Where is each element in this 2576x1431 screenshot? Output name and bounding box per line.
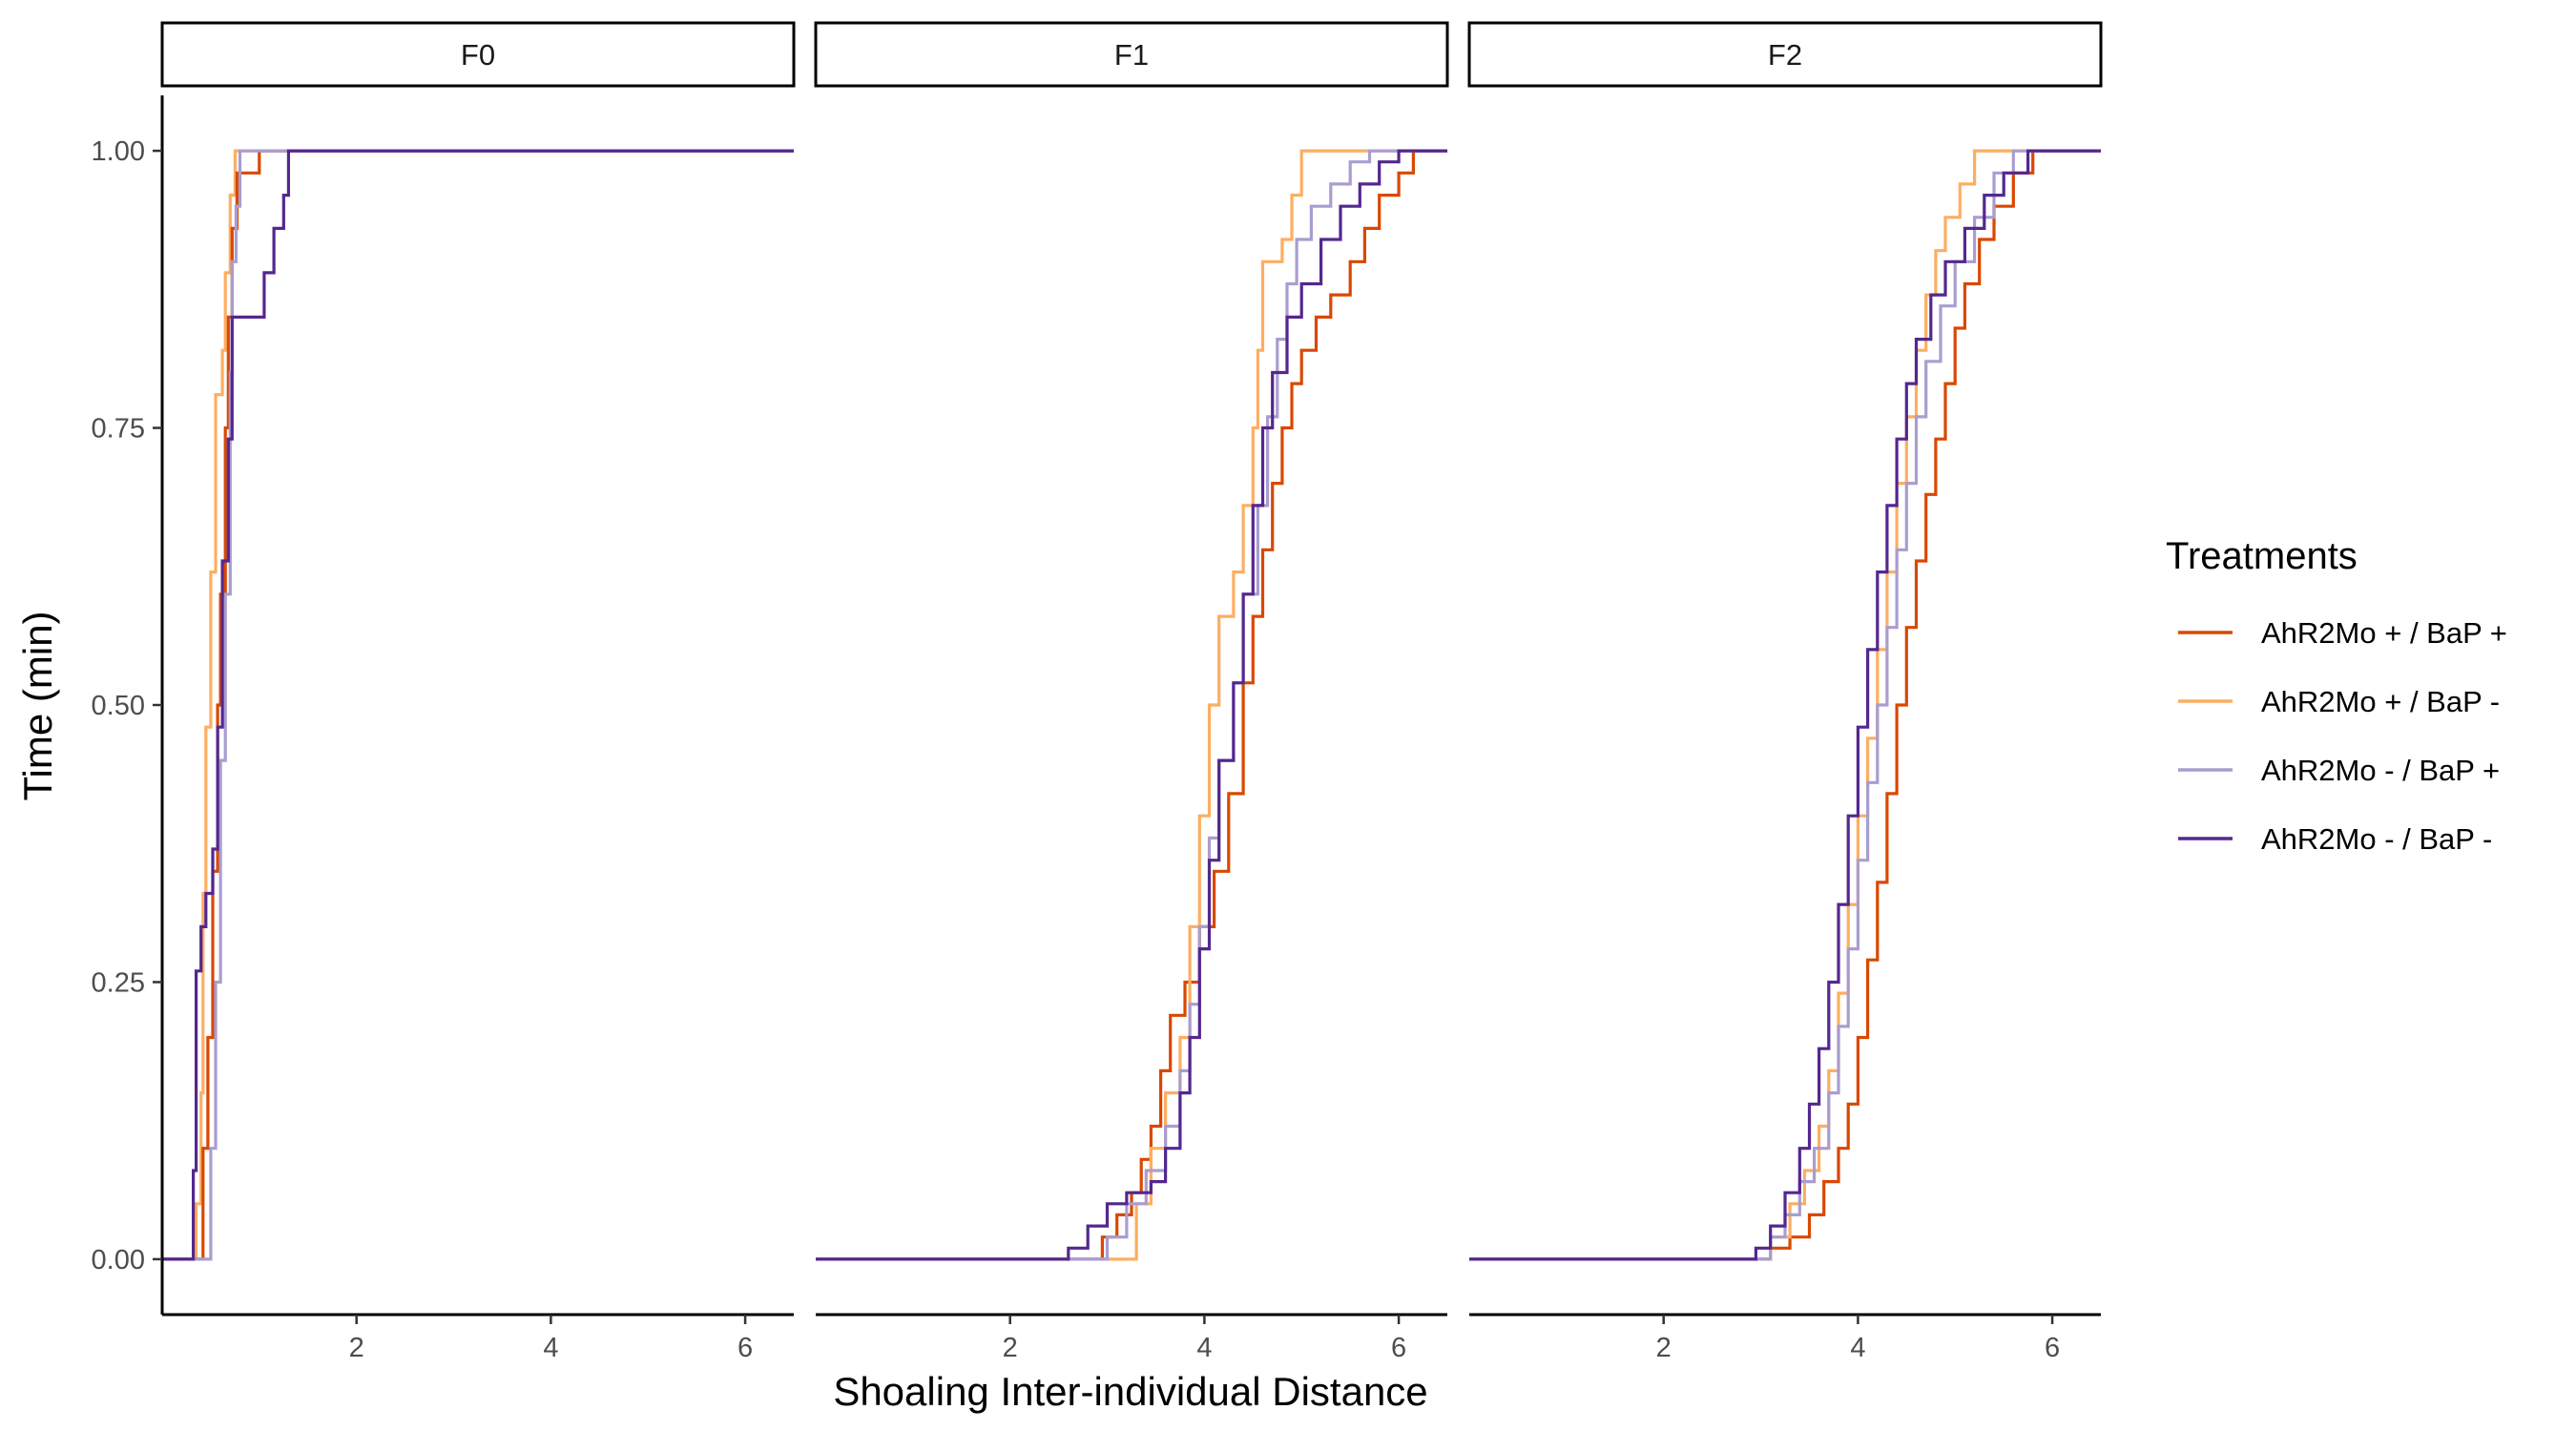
- x-tick-label: 4: [1196, 1333, 1212, 1363]
- x-tick-label: 2: [1656, 1333, 1672, 1363]
- x-tick-label: 6: [737, 1333, 753, 1363]
- x-tick-label: 2: [1003, 1333, 1018, 1363]
- y-tick-label: 0.75: [92, 414, 145, 445]
- x-tick-label: 4: [1850, 1333, 1865, 1363]
- legend-label-3: AhR2Mo - / BaP -: [2261, 822, 2492, 856]
- strip-label: F0: [461, 38, 495, 72]
- series-line-2: [162, 149, 794, 1261]
- y-tick-label: 0.25: [92, 967, 145, 998]
- legend-label-1: AhR2Mo + / BaP -: [2261, 685, 2500, 718]
- x-tick-label: 4: [543, 1333, 558, 1363]
- x-axis-title: Shoaling Inter-individual Distance: [833, 1369, 1427, 1414]
- series-line-3: [816, 149, 1447, 1261]
- series-line-0: [1469, 149, 2101, 1261]
- strip-box: [1467, 21, 2103, 88]
- series-line-3: [162, 149, 794, 1261]
- legend: Treatments AhR2Mo + / BaP + AhR2Mo + / Ba…: [2166, 535, 2507, 856]
- x-tick-label: 2: [349, 1333, 364, 1363]
- strip-label: F2: [1768, 38, 1802, 72]
- series-line-3: [1469, 149, 2101, 1261]
- series-line-1: [816, 149, 1447, 1261]
- strip-label: F1: [1114, 38, 1149, 72]
- y-tick-label: 1.00: [92, 136, 145, 167]
- strip-box: [814, 21, 1449, 88]
- facet-panel-f1: F1 2 4 6: [814, 21, 1449, 1363]
- facet-panel-f2: F2 2 4 6: [1467, 21, 2103, 1363]
- legend-title: Treatments: [2166, 535, 2358, 577]
- legend-label-0: AhR2Mo + / BaP +: [2261, 616, 2507, 650]
- x-tick-label: 6: [2045, 1333, 2060, 1363]
- legend-label-2: AhR2Mo - / BaP +: [2261, 754, 2500, 787]
- series-line-0: [162, 149, 794, 1261]
- y-tick-label: 0.00: [92, 1245, 145, 1275]
- y-axis-title: Time (min): [15, 611, 60, 800]
- facet-panels: F0 2 4 6 0.00 0.25 0.50 0.75 1.00 F1 2 4 6 F2 2 4 6: [92, 21, 2103, 1363]
- x-tick-label: 6: [1391, 1333, 1406, 1363]
- facet-panel-f0: F0 2 4 6 0.00 0.25 0.50 0.75 1.00: [92, 21, 796, 1363]
- y-tick-label: 0.50: [92, 691, 145, 721]
- series-line-0: [816, 149, 1447, 1261]
- strip-box: [160, 21, 796, 88]
